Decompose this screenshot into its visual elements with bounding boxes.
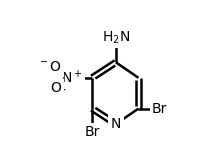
- Text: O: O: [50, 81, 61, 95]
- Text: Br: Br: [84, 125, 99, 139]
- Text: H$_2$N: H$_2$N: [101, 29, 129, 46]
- Text: $^-$O: $^-$O: [37, 60, 61, 74]
- Text: N$^+$: N$^+$: [60, 69, 82, 86]
- Text: Br: Br: [151, 102, 167, 116]
- Text: N: N: [110, 117, 120, 131]
